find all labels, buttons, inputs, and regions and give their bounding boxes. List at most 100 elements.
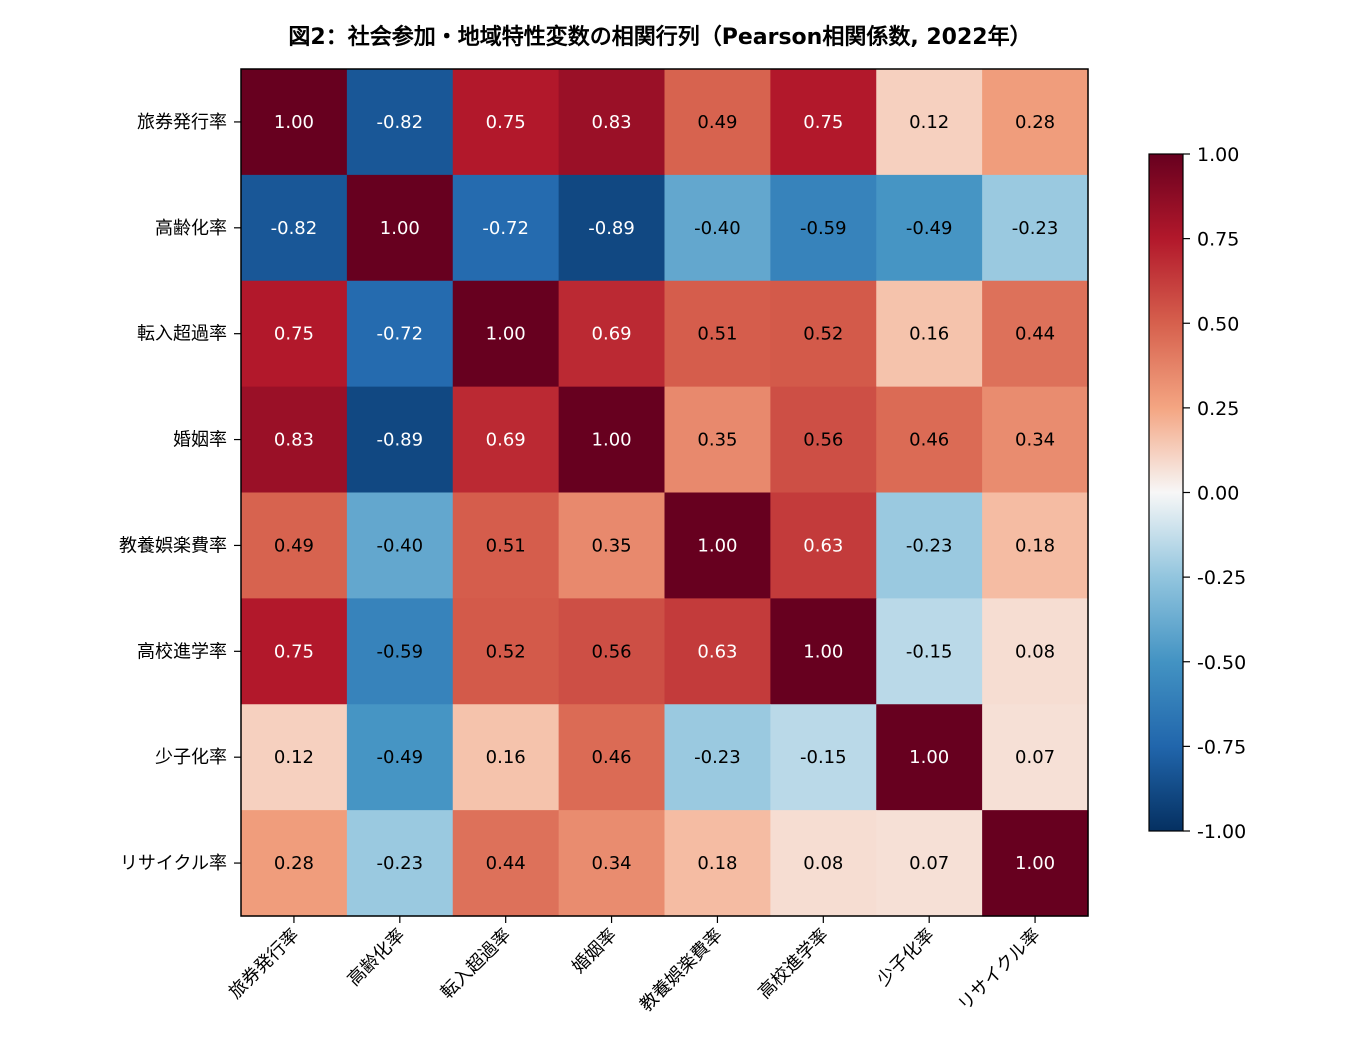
- cell-value-label: -0.23: [694, 747, 741, 768]
- cell-value-label: 0.18: [697, 853, 737, 874]
- cell-value-label: 1.00: [592, 430, 632, 451]
- heatmap-cell: [770, 704, 877, 811]
- heatmap-cell: [241, 810, 348, 917]
- cell-value-label: -0.23: [1012, 218, 1059, 239]
- heatmap-cell: [558, 810, 666, 917]
- cell-value-label: -0.89: [588, 218, 635, 239]
- heatmap-cell: [770, 280, 877, 388]
- x-tick-label: 旅券発行率: [225, 925, 303, 1003]
- colorbar-tick-label: -0.25: [1197, 567, 1246, 589]
- x-tick-label: 転入超過率: [437, 925, 515, 1003]
- cell-value-label: 0.35: [592, 535, 632, 556]
- cell-value-label: 0.07: [1015, 747, 1055, 768]
- colorbar: 1.00 0.75 0.50 0.25 0.00 -0.25 -0.50 -0.75 -1.00: [1148, 144, 1246, 843]
- x-tick-label: 婚姻率: [568, 925, 621, 978]
- cell-value-label: 0.49: [274, 535, 314, 556]
- heatmap-cell: [558, 704, 666, 811]
- heatmap-cell: [770, 174, 877, 282]
- x-tick-label: 少子化率: [873, 925, 939, 991]
- cell-value-label: 0.83: [274, 430, 314, 451]
- cell-value-label: 0.75: [486, 112, 526, 133]
- colorbar-gradient: [1148, 153, 1184, 832]
- cell-value-label: 0.28: [274, 853, 314, 874]
- heatmap-cell: [452, 174, 560, 282]
- heatmap-cell: [452, 386, 560, 494]
- cell-value-label: 1.00: [1015, 853, 1055, 874]
- heatmap-cell: [770, 810, 877, 917]
- heatmap-cell: [558, 69, 666, 176]
- heatmap-cell: [558, 280, 666, 388]
- heatmap-cell: [346, 704, 454, 811]
- heatmap-cell: [664, 492, 771, 599]
- heatmap-cell: [241, 492, 348, 599]
- y-tick-label: 婚姻率: [173, 430, 227, 451]
- heatmap-cell: [558, 598, 666, 705]
- heatmap-cell: [346, 69, 454, 176]
- cell-value-label: -0.59: [800, 218, 847, 239]
- plot-frame: [240, 68, 1089, 917]
- cell-value-label: 0.63: [803, 535, 843, 556]
- heatmap-cell: [452, 704, 560, 811]
- cell-value-label: 0.69: [592, 324, 632, 345]
- heatmap-cell: [346, 598, 454, 705]
- cell-value-label: -0.15: [906, 641, 953, 662]
- cell-value-label: -0.49: [906, 218, 953, 239]
- y-tick-label: 少子化率: [155, 747, 227, 768]
- heatmap-cell: [664, 810, 771, 917]
- cell-value-label: 0.52: [486, 641, 526, 662]
- cell-value-label: 1.00: [380, 218, 420, 239]
- cell-value-label: -0.40: [377, 535, 424, 556]
- cell-value-label: -0.72: [377, 324, 424, 345]
- cell-value-label: 0.49: [697, 112, 737, 133]
- cell-value-label: -0.72: [482, 218, 529, 239]
- cell-value-label: -0.23: [906, 535, 953, 556]
- heatmap-cell: [558, 174, 666, 282]
- heatmap-cell: [664, 174, 771, 282]
- cell-value-label: 0.51: [486, 535, 526, 556]
- cell-value-label: -0.59: [377, 641, 424, 662]
- heatmap-cell: [346, 280, 454, 388]
- cell-value-label: -0.89: [377, 430, 424, 451]
- heatmap-cell: [982, 598, 1089, 705]
- cell-value-label: 0.44: [1015, 324, 1055, 345]
- heatmap-cell: [876, 598, 983, 705]
- heatmap-cell: [982, 492, 1089, 599]
- heatmap-value-labels: 1.00 -0.82 0.75 0.83 0.49 0.75 0.12 0.28 -0.82 1.…: [271, 112, 1059, 874]
- cell-value-label: -0.82: [377, 112, 424, 133]
- heatmap-cell: [241, 69, 348, 176]
- colorbar-tick-label: 0.25: [1197, 398, 1239, 420]
- x-tick-label: リサイクル率: [954, 925, 1045, 1016]
- heatmap-cell: [770, 492, 877, 599]
- colorbar-tick-label: 0.00: [1197, 483, 1239, 505]
- heatmap-cell: [770, 69, 877, 176]
- cell-value-label: 0.69: [486, 430, 526, 451]
- heatmap-cell: [876, 280, 983, 388]
- y-tick-label: リサイクル率: [120, 853, 227, 874]
- y-tick-label: 転入超過率: [137, 324, 227, 345]
- cell-value-label: 0.63: [697, 641, 737, 662]
- heatmap-cell: [241, 386, 348, 494]
- heatmap-cell: [770, 386, 877, 494]
- cell-value-label: -0.23: [377, 853, 424, 874]
- heatmap-cell: [876, 492, 983, 599]
- cell-value-label: 0.34: [1015, 430, 1055, 451]
- heatmap-cell: [982, 810, 1089, 917]
- x-tick-label: 教養娯楽費率: [636, 925, 727, 1016]
- cell-value-label: 0.12: [909, 112, 949, 133]
- cell-value-label: 0.12: [274, 747, 314, 768]
- cell-value-label: -0.82: [271, 218, 318, 239]
- heatmap-cell: [664, 704, 771, 811]
- heatmap-cell: [982, 704, 1089, 811]
- cell-value-label: 0.56: [592, 641, 632, 662]
- x-tick-label: 高校進学率: [754, 925, 832, 1003]
- cell-value-label: 1.00: [697, 535, 737, 556]
- cell-value-label: 0.16: [909, 324, 949, 345]
- cell-value-label: 0.75: [274, 641, 314, 662]
- heatmap-cell: [558, 386, 666, 494]
- heatmap-cell: [876, 69, 983, 176]
- y-tick-label: 高齢化率: [155, 218, 227, 239]
- heatmap-cell: [770, 598, 877, 705]
- x-axis: 旅券発行率 高齢化率 転入超過率 婚姻率 教養娯楽費率 高校進学率 少子化率 リサイクル率: [225, 916, 1045, 1016]
- heatmap-cell: [982, 69, 1089, 176]
